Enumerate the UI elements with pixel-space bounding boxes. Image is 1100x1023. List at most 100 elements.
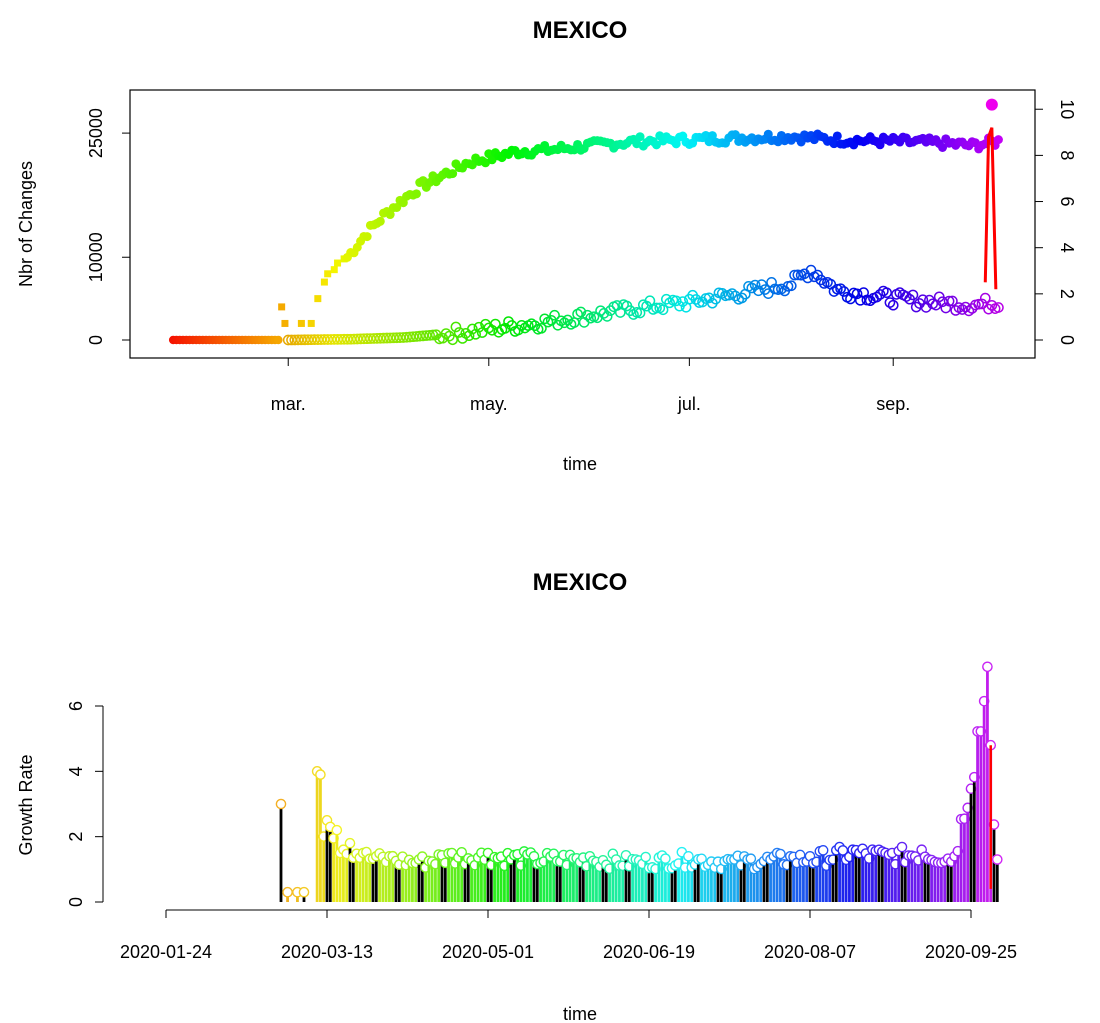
growth-point	[819, 846, 828, 855]
growth-bar	[828, 860, 831, 902]
growth-bar	[983, 701, 986, 902]
growth-bar	[848, 857, 851, 902]
growth-bar	[933, 862, 936, 902]
top-spike-line	[985, 128, 996, 290]
top-left-y-tick-label: 25000	[86, 108, 106, 158]
growth-bar	[786, 865, 789, 902]
growth-bar	[769, 859, 772, 902]
growth-bar	[789, 856, 792, 902]
growth-point	[283, 888, 292, 897]
growth-bar	[818, 851, 821, 902]
growth-bar	[881, 852, 884, 902]
bottom-y-tick-label: 4	[66, 766, 86, 776]
growth-bar	[437, 855, 440, 902]
growth-bar	[904, 862, 907, 902]
top-left-y-tick-label: 10000	[86, 232, 106, 282]
bottom-y-tick-label: 2	[66, 832, 86, 842]
growth-bar	[723, 861, 726, 902]
growth-bar	[907, 856, 910, 902]
top-point	[278, 303, 285, 310]
top-point	[308, 320, 315, 327]
growth-bar	[970, 789, 973, 902]
growth-bar	[677, 864, 680, 902]
bottom-x-tick-label: 2020-09-25	[925, 942, 1017, 962]
growth-bar	[358, 858, 361, 902]
growth-bar	[510, 859, 513, 902]
top-point	[994, 135, 1003, 144]
growth-bar	[447, 853, 450, 902]
growth-bar	[858, 853, 861, 902]
growth-bar	[953, 856, 956, 902]
growth-bar	[559, 862, 562, 902]
growth-point	[345, 839, 354, 848]
growth-bar	[733, 860, 736, 902]
growth-bar	[878, 850, 881, 902]
growth-bar	[805, 861, 808, 902]
growth-bar	[822, 850, 825, 902]
growth-bar	[345, 854, 348, 902]
growth-bar	[477, 858, 480, 902]
growth-bar	[322, 837, 325, 902]
growth-bar	[746, 859, 749, 902]
top-point	[363, 232, 372, 241]
growth-point	[332, 826, 341, 835]
growth-bar	[335, 830, 338, 902]
top-spike-point	[986, 99, 998, 111]
growth-bar	[976, 731, 979, 902]
top-x-tick-label: may.	[470, 394, 508, 414]
top-right-y-tick-label: 8	[1057, 150, 1077, 160]
growth-bar	[894, 864, 897, 902]
top-point-open	[882, 288, 891, 297]
growth-bar	[513, 855, 516, 902]
bottom-x-tick-label: 2020-08-07	[764, 942, 856, 962]
growth-bar	[628, 866, 631, 902]
growth-bar	[772, 856, 775, 902]
growth-bar	[388, 856, 391, 902]
growth-bar	[414, 863, 417, 902]
growth-point	[993, 855, 1002, 864]
growth-bar	[680, 852, 683, 902]
top-x-tick-label: sep.	[876, 394, 910, 414]
growth-bar	[339, 853, 342, 902]
top-point	[833, 131, 842, 140]
bottom-chart: MEXICOtimeGrowth Rate02462020-01-24 2020-…	[16, 569, 1017, 1023]
growth-bar	[316, 771, 319, 902]
top-series-open	[284, 266, 1003, 345]
top-point	[331, 266, 338, 273]
growth-bar	[730, 860, 733, 902]
bottom-bars	[276, 662, 1001, 902]
growth-bar	[621, 866, 624, 902]
top-point	[412, 189, 421, 198]
growth-bar	[838, 847, 841, 902]
growth-bar	[950, 862, 953, 902]
growth-point	[316, 770, 325, 779]
growth-bar	[434, 864, 437, 902]
growth-bar	[503, 866, 506, 902]
top-left-y-tick-label: 0	[86, 335, 106, 345]
top-point	[314, 295, 321, 302]
top-x-tick-label: mar.	[271, 394, 306, 414]
top-right-y-tick-label: 10	[1057, 99, 1077, 119]
growth-bar	[326, 820, 329, 902]
growth-bar	[802, 862, 805, 902]
growth-bar	[493, 857, 496, 902]
bottom-y-axis-label: Growth Rate	[16, 754, 36, 855]
growth-bar	[979, 731, 982, 902]
growth-point	[641, 852, 650, 861]
growth-bar	[776, 853, 779, 902]
top-right-y-tick-label: 0	[1057, 335, 1077, 345]
growth-bar	[707, 865, 710, 902]
growth-bar	[855, 850, 858, 902]
growth-bar	[542, 862, 545, 902]
growth-bar	[871, 850, 874, 902]
growth-bar	[963, 819, 966, 902]
growth-bar	[454, 863, 457, 902]
growth-bar	[634, 860, 637, 902]
growth-bar	[782, 864, 785, 902]
growth-bar	[372, 859, 375, 902]
growth-bar	[815, 862, 818, 902]
top-right-y-tick-label: 6	[1057, 197, 1077, 207]
bottom-x-tick-label: 2020-06-19	[603, 942, 695, 962]
growth-bar	[539, 863, 542, 902]
growth-bar	[519, 866, 522, 902]
